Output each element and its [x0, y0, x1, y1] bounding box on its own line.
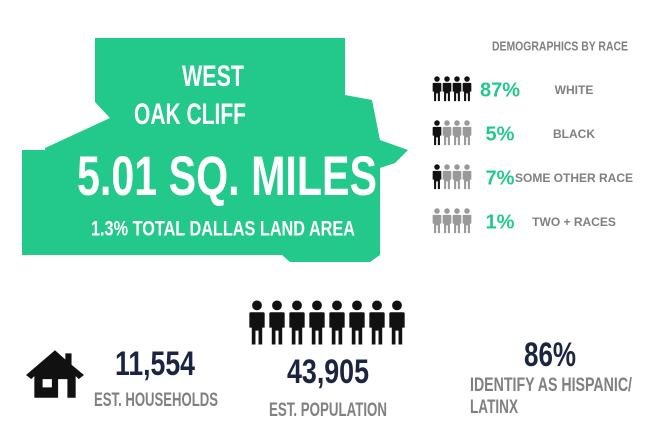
area-size: 5.01 SQ. MILES	[77, 144, 377, 207]
map-shape	[22, 38, 408, 262]
race-label: BLACK	[553, 127, 595, 141]
households-label: EST. HOUSEHOLDS	[94, 390, 218, 411]
area-title: OAK CLIFF	[134, 98, 246, 131]
race-label: WHITE	[555, 83, 594, 97]
area-share: 1.3% TOTAL DALLAS LAND AREA	[91, 218, 355, 241]
race-percent: 7%	[486, 167, 515, 189]
race-percent: 87%	[480, 79, 520, 101]
hispanic-label: IDENTIFY AS HISPANIC/	[470, 375, 633, 396]
area-title: WEST	[182, 60, 244, 93]
race-percent: 1%	[486, 211, 515, 233]
population-value: 43,905	[287, 353, 369, 391]
race-label: SOME OTHER RACE	[515, 171, 633, 185]
race-label: TWO + RACES	[532, 215, 616, 229]
population-icons	[249, 300, 405, 345]
hispanic-value: 86%	[524, 336, 576, 374]
population-label: EST. POPULATION	[269, 400, 387, 421]
hispanic-label: LATINX	[470, 397, 518, 418]
demographic-icons	[432, 76, 472, 234]
demographics-title: DEMOGRAPHICS BY RACE	[492, 38, 628, 53]
house-icon	[26, 350, 84, 398]
demographic-rows: 87% WHITE 5% BLACK 7% SOME OTHER RACE 1% TWO + …	[480, 79, 633, 233]
race-percent: 5%	[486, 123, 515, 145]
households-value: 11,554	[115, 345, 195, 383]
